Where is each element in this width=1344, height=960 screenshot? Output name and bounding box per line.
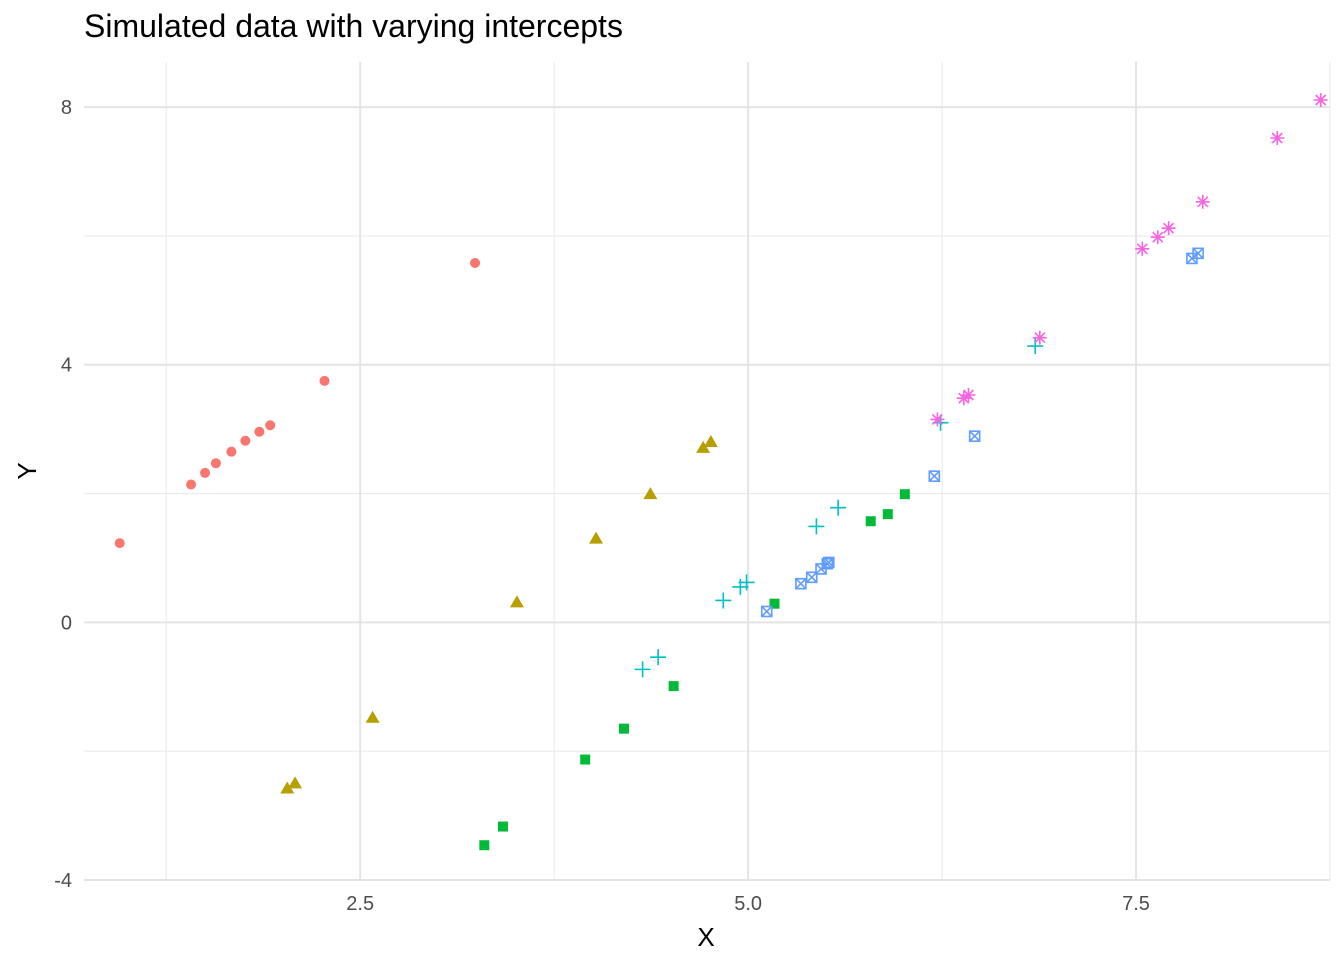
y-tick-label: 8 bbox=[61, 97, 72, 119]
data-point-square-cross bbox=[928, 470, 941, 482]
data-point-triangle bbox=[365, 710, 380, 723]
data-point-triangle bbox=[288, 776, 303, 789]
chart-title: Simulated data with varying intercepts bbox=[84, 8, 623, 44]
y-tick-label: -4 bbox=[54, 870, 72, 892]
data-point-square bbox=[580, 754, 591, 765]
data-point-plus bbox=[738, 574, 755, 591]
data-point-plus bbox=[808, 518, 825, 535]
x-tick-label: 7.5 bbox=[1122, 893, 1150, 915]
data-point-circle bbox=[470, 257, 481, 268]
data-point-asterisk bbox=[961, 387, 976, 402]
data-point-plus bbox=[830, 499, 847, 516]
data-point-square-cross bbox=[760, 605, 773, 618]
data-point-triangle bbox=[509, 595, 524, 608]
data-point-square bbox=[882, 509, 893, 520]
data-point-asterisk bbox=[930, 412, 945, 427]
data-point-asterisk bbox=[1150, 230, 1165, 245]
x-axis-title: X bbox=[697, 922, 714, 952]
data-point-plus bbox=[732, 578, 749, 595]
x-tick-label: 2.5 bbox=[346, 893, 374, 915]
data-point-square-cross bbox=[968, 430, 981, 443]
data-point-triangle bbox=[589, 531, 604, 544]
data-point-square bbox=[899, 489, 910, 500]
data-point-plus bbox=[634, 661, 651, 678]
data-point-square bbox=[497, 821, 508, 832]
x-tick-label: 5.0 bbox=[734, 893, 762, 915]
data-point-asterisk bbox=[1313, 93, 1328, 108]
data-point-plus bbox=[715, 592, 732, 609]
data-point-triangle bbox=[280, 781, 295, 794]
data-point-triangle bbox=[643, 487, 658, 500]
data-point-circle bbox=[200, 467, 211, 478]
data-point-square bbox=[769, 598, 780, 609]
minor-gridlines bbox=[84, 62, 1331, 880]
data-point-triangle bbox=[703, 435, 718, 448]
data-point-plus bbox=[1027, 338, 1044, 355]
data-point-circle bbox=[240, 435, 251, 446]
data-point-square bbox=[618, 723, 629, 734]
data-point-asterisk bbox=[1161, 221, 1176, 236]
data-point-circle bbox=[114, 538, 125, 549]
y-tick-label: 0 bbox=[61, 612, 72, 634]
data-point-circle bbox=[186, 479, 197, 490]
data-point-square-cross bbox=[823, 556, 835, 569]
tick-labels: 2.5 5.0 7.5 -4 0 4 8 bbox=[54, 97, 1150, 915]
data-point-square bbox=[668, 681, 679, 692]
data-points bbox=[114, 93, 1328, 851]
data-point-circle bbox=[265, 420, 276, 431]
data-point-asterisk bbox=[1032, 330, 1047, 345]
data-point-circle bbox=[319, 375, 330, 386]
y-tick-label: 4 bbox=[61, 355, 72, 377]
data-point-asterisk bbox=[1135, 241, 1150, 256]
data-point-asterisk bbox=[1195, 194, 1210, 209]
y-axis-title: Y bbox=[12, 462, 42, 479]
data-point-triangle bbox=[696, 440, 711, 453]
major-gridlines bbox=[84, 62, 1330, 881]
data-point-asterisk bbox=[956, 391, 971, 406]
data-point-square-cross bbox=[1192, 247, 1204, 260]
data-point-asterisk bbox=[1270, 131, 1285, 146]
data-point-square bbox=[865, 516, 876, 527]
data-point-circle bbox=[210, 458, 221, 469]
data-point-circle bbox=[226, 446, 237, 457]
data-point-square-cross bbox=[795, 577, 807, 590]
data-point-circle bbox=[254, 426, 265, 437]
data-point-square bbox=[479, 840, 490, 851]
data-point-square-cross bbox=[805, 571, 818, 584]
data-point-plus bbox=[650, 649, 667, 666]
